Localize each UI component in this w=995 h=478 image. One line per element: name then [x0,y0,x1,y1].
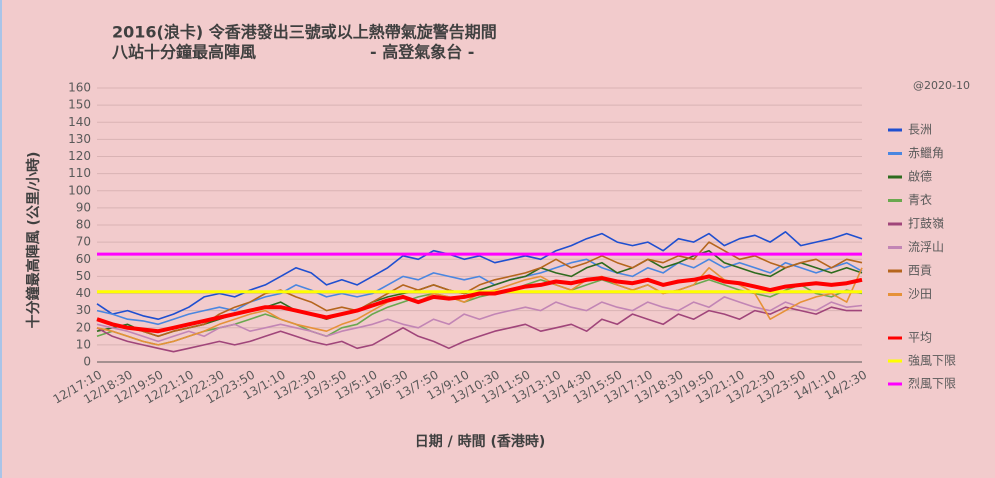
legend-label: 打鼓嶺 [908,217,944,231]
border [0,0,2,478]
y-tick-label: 110 [68,166,91,180]
series-line [96,306,862,353]
y-tick-label: 160 [68,81,91,95]
legend-label: 烈風下限 [908,377,956,391]
y-tick-label: 10 [76,337,91,351]
y-tick-label: 90 [76,200,91,214]
x-axis-title: 日期 / 時間 (香港時) [415,433,546,450]
y-tick-label: 40 [76,286,91,300]
chart-subtitle: 八站十分鐘最高陣風 [111,43,256,62]
y-tick-label: 50 [76,269,91,283]
legend-label: 平均 [908,331,932,345]
y-tick-label: 120 [68,149,91,163]
legend-label: 強風下限 [908,354,956,368]
series-line [96,231,863,320]
y-tick-label: 150 [68,98,91,112]
legend-label: 啟德 [908,169,932,184]
legend-label: 流浮山 [908,240,944,254]
series-line [96,267,863,346]
y-tick-label: 20 [76,320,91,334]
y-tick-label: 100 [68,183,91,197]
note: @2020-10 [913,79,970,92]
chart-title: 2016(浪卡) 令香港發出三號或以上熱帶氣旋警告期間 [112,23,497,42]
y-tick-label: 130 [68,132,91,146]
chart-source: - 高登氣象台 - [370,43,474,62]
series-line [96,241,863,338]
y-tick-label: 70 [76,235,91,249]
y-axis-title: 十分鐘最高陣風 (公里/小時) [25,152,42,329]
legend-label: 沙田 [908,287,932,301]
y-tick-label: 80 [76,218,91,232]
legend-label: 青衣 [908,192,932,207]
series-line [96,274,863,334]
series-line [96,296,863,343]
series-line [96,258,863,326]
y-tick-label: 60 [76,252,91,266]
legend-label: 西貢 [908,264,932,278]
y-tick-label: 30 [76,303,91,317]
legend-label: 長洲 [908,123,932,137]
y-tick-label: 0 [83,355,91,369]
y-tick-label: 140 [68,115,91,129]
legend-label: 赤鱲角 [908,146,944,160]
